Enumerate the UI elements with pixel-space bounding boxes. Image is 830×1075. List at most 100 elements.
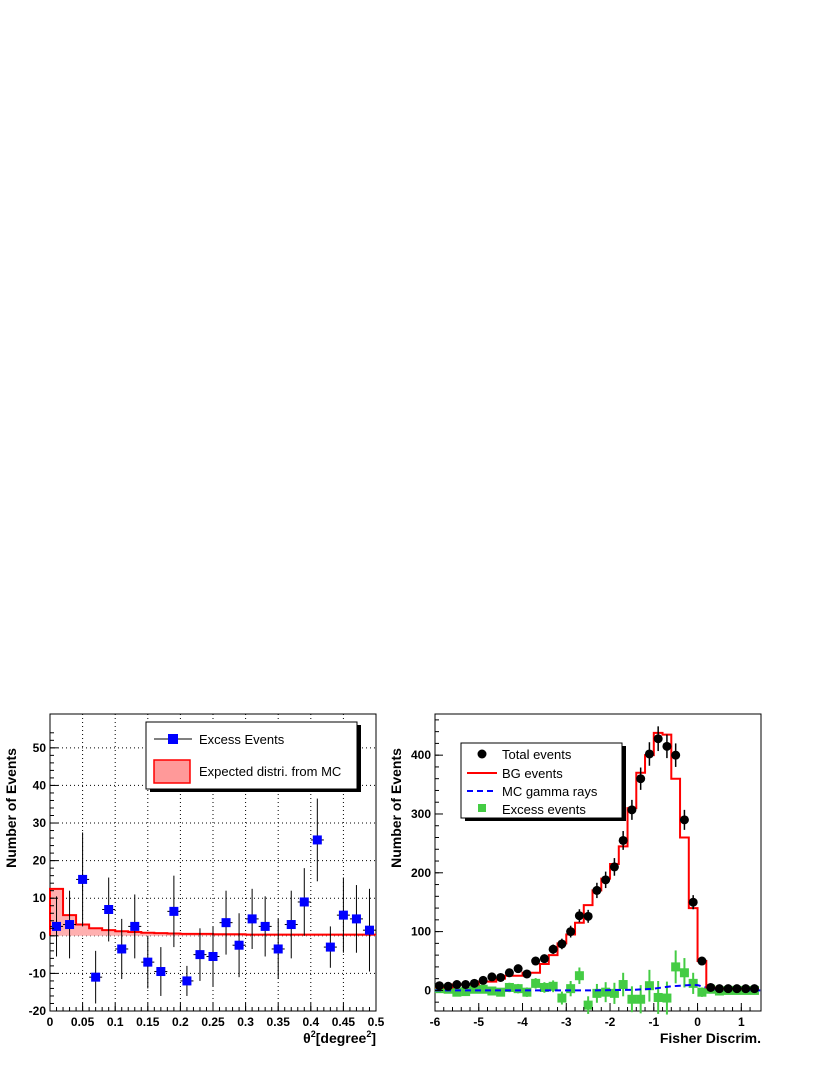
plot2-excess-marker [566,984,576,994]
plot2-excess-marker [504,982,514,992]
plot2-excess-marker [531,978,541,988]
plot2-ytick-label: 0 [424,983,431,997]
plot2-total-points [434,726,759,994]
plot2-excess-marker [671,962,681,972]
plot2-total-marker [461,980,471,990]
plot1-excess-marker [130,921,140,931]
plot1-excess-marker [156,967,166,977]
plot2-total-marker [592,885,602,895]
plot2-total-marker [601,875,611,885]
plot2-xtick-label: -5 [473,1015,484,1029]
plot2-ytick-label: 300 [411,807,431,821]
plot2-total-marker [574,911,584,921]
plot2-total-marker [583,911,593,921]
plot2-total-marker [566,927,576,937]
plot1-y-axis-label: Number of Events [3,748,19,868]
plot1-axes: 0 0.05 0.1 0.15 0.2 0.25 0.3 0.35 0.4 0.45 0.5 -20 -… [29,732,385,1029]
plot1-x-axis-label: θ2[degree2] [303,1029,376,1046]
plot2-x-axis-label: Fisher Discrim. [660,1030,761,1046]
plot1-excess-marker [104,904,114,914]
plot1-excess-marker [195,950,205,960]
plot2-total-marker [636,774,646,784]
plot1-excess-marker [91,972,101,982]
plot1-excess-marker [312,835,322,845]
plot2-legend-mc-label: MC gamma rays [502,784,598,799]
plot2-total-marker [714,984,724,994]
plot1-mc-outline [49,887,376,936]
plot1-xtick-label: 0.05 [71,1015,95,1029]
plot2-excess-marker [679,968,689,978]
plot1-excess-marker [364,925,374,935]
plot2-excess-marker [461,987,471,997]
plot2-y-axis-label: Number of Events [388,748,404,868]
plot2-excess-marker [601,987,611,997]
plot2-excess-marker [496,987,506,997]
plot1-excess-marker [65,920,75,930]
plot2-total-marker [749,984,759,994]
plot2-xtick-label: -3 [561,1015,572,1029]
plot2-total-marker [653,734,663,744]
plot2-total-marker [671,750,681,760]
plot2-total-marker [434,981,444,991]
plot2-total-marker [609,862,619,872]
plot1-x-label-unit: [degree [316,1030,367,1046]
plot1-ytick-label: 10 [33,891,47,905]
plot2-excess-marker [609,988,619,998]
plot1-xtick-label: 0.15 [136,1015,160,1029]
plot2-excess-marker [644,981,654,991]
plot2-total-marker [487,972,497,982]
plot2-xtick-label: 0 [694,1015,701,1029]
plot2-total-marker [478,975,488,985]
plot2-axes: -6 -5 -4 -3 -2 -1 0 1 0 100 200 300 400 [411,719,751,1029]
plot1-excess-marker [273,944,283,954]
plot1-xtick-label: 0.4 [302,1015,319,1029]
plot1-excess-marker [78,874,88,884]
plot1-ytick-label: -20 [29,1004,47,1018]
plot2-total-marker [679,815,689,825]
theta-squared-plot: 0 0.05 0.1 0.15 0.2 0.25 0.3 0.35 0.4 0.45 0.5 -20 -… [3,713,385,1046]
plot2-total-marker [469,978,479,988]
plot2-excess-marker [452,987,462,997]
plot1-excess-marker [221,918,231,928]
plot2-legend-total-marker [477,749,487,759]
plot1-ytick-label: 50 [33,741,47,755]
plot1-xtick-label: 0.5 [368,1015,385,1029]
plot1-excess-marker [286,920,296,930]
plot2-total-marker [644,749,654,759]
plot2-legend-bg-label: BG events [502,766,563,781]
plot2-xtick-label: -2 [605,1015,616,1029]
plot2-legend-excess-label: Excess events [502,802,586,817]
plot2-excess-marker [688,978,698,988]
plot1-xtick-label: 0.2 [172,1015,189,1029]
plot2-total-marker [548,944,558,954]
plot2-excess-marker [513,984,523,994]
fisher-discriminant-plot: -6 -5 -4 -3 -2 -1 0 1 0 100 200 300 400 Number of Ev… [388,713,762,1046]
plot1-x-label-sup: 2 [311,1029,316,1039]
plot2-total-marker [539,954,549,964]
plot1-xtick-label: 0.25 [201,1015,225,1029]
plot1-legend-mc-label: Expected distri. from MC [199,764,341,779]
plot2-excess-marker [548,981,558,991]
plot1-ytick-label: -10 [29,966,47,980]
plot2-total-marker [522,969,532,979]
plot2-excess-marker [636,994,646,1004]
plot1-xtick-label: 0 [47,1015,54,1029]
plot1-xtick-label: 0.35 [267,1015,291,1029]
plot1-excess-marker [325,942,335,952]
plot2-total-marker [618,835,628,845]
plot1-x-label-unit-sup: 2 [366,1029,371,1039]
plot2-total-marker [531,956,541,966]
plot2-excess-marker [469,984,479,994]
plot1-legend-excess-label: Excess Events [199,732,285,747]
plot1-legend: Excess Events Expected distri. from MC [145,721,361,792]
plot1-excess-marker [247,914,257,924]
plot2-total-marker [496,972,506,982]
plot2-legend-total-label: Total events [502,747,572,762]
plot1-excess-marker [351,914,361,924]
plot2-excess-marker [557,993,567,1003]
plot2-total-marker [452,980,462,990]
plot2-ytick-label: 200 [411,866,431,880]
plot2-ytick-label: 100 [411,925,431,939]
plot1-ytick-label: 0 [39,929,46,943]
plot1-mc-fill [50,888,376,936]
